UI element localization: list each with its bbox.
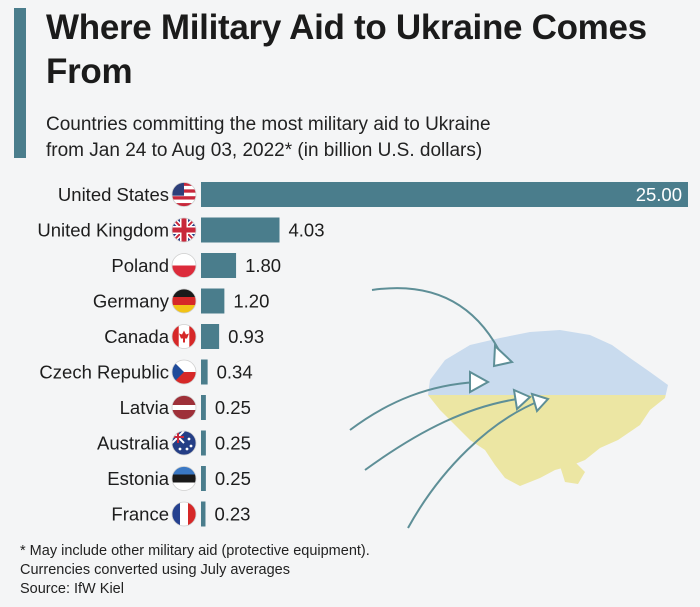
us-flag-icon <box>172 182 196 207</box>
category-label: Czech Republic <box>39 362 169 383</box>
value-label: 0.23 <box>214 504 250 525</box>
aid-arrows <box>349 287 543 529</box>
title-accent-bar <box>14 8 26 158</box>
value-label: 0.34 <box>217 362 253 383</box>
category-label: Estonia <box>107 468 169 489</box>
value-label: 0.25 <box>215 433 251 454</box>
australia-flag-icon <box>172 431 196 455</box>
bar-row: Czech Republic 0.34 <box>39 359 253 385</box>
bar-row: France 0.23 <box>111 501 250 527</box>
arrow-3 <box>364 397 525 471</box>
canada-flag-icon <box>172 324 196 349</box>
category-label: United Kingdom <box>37 220 169 241</box>
category-label: Canada <box>104 326 170 347</box>
bar-row: Latvia 0.25 <box>120 395 251 420</box>
chart-subtitle: Countries committing the most military a… <box>46 112 606 164</box>
subtitle-line-1: Countries committing the most military a… <box>46 114 491 135</box>
bar-row: Poland 1.80 <box>111 253 281 278</box>
crimea-shape <box>560 462 585 484</box>
subtitle-line-2: from Jan 24 to Aug 03, 2022* (in billion… <box>46 140 483 161</box>
bar <box>201 253 237 278</box>
arrow-1 <box>371 287 504 359</box>
chart-title: Where Military Aid to Ukraine Comes From <box>46 6 666 94</box>
value-label: 0.25 <box>215 397 251 418</box>
bar-row: United States 25.00 <box>58 182 688 207</box>
category-label: Australia <box>97 433 170 454</box>
bar <box>201 182 688 207</box>
category-label: France <box>111 504 169 525</box>
bar-row: Germany 1.20 <box>93 288 269 314</box>
bar <box>201 430 206 456</box>
value-label: 25.00 <box>636 184 682 205</box>
value-label: 0.93 <box>228 326 264 347</box>
value-label: 4.03 <box>289 220 325 241</box>
czech-flag-icon <box>172 360 196 384</box>
footnote-line-2: Currencies converted using July averages <box>20 562 290 578</box>
poland-flag-icon <box>172 253 196 278</box>
category-label: Latvia <box>120 397 170 418</box>
bar <box>201 466 206 491</box>
footnote-line-1: * May include other military aid (protec… <box>20 543 370 559</box>
footnote: * May include other military aid (protec… <box>20 542 480 599</box>
arrow-heads <box>469 343 550 413</box>
category-label: United States <box>58 184 169 205</box>
bar <box>201 217 280 243</box>
bar-row: Estonia 0.25 <box>107 466 251 491</box>
uk-flag-icon <box>172 218 196 242</box>
estonia-flag-icon <box>172 466 196 491</box>
bar <box>201 324 220 349</box>
arrow-2 <box>349 381 477 431</box>
value-label: 1.20 <box>233 291 269 312</box>
source-label: Source: IfW Kiel <box>20 581 124 597</box>
bar-row: Australia 0.25 <box>97 430 251 456</box>
value-label: 1.80 <box>245 255 281 276</box>
value-label: 0.25 <box>215 468 251 489</box>
bar <box>201 288 225 314</box>
category-label: Germany <box>93 291 170 312</box>
arrow-4 <box>407 399 543 529</box>
latvia-flag-icon <box>172 395 196 420</box>
bar <box>201 395 206 420</box>
france-flag-icon <box>172 502 196 526</box>
bar <box>201 359 208 385</box>
category-label: Poland <box>111 255 169 276</box>
bar <box>201 501 206 527</box>
germany-flag-icon <box>172 289 196 313</box>
bar-row: United Kingdom 4.03 <box>37 217 325 243</box>
bar-row: Canada 0.93 <box>104 324 264 349</box>
chart-title-text: Where Military Aid to Ukraine Comes From <box>46 8 647 91</box>
